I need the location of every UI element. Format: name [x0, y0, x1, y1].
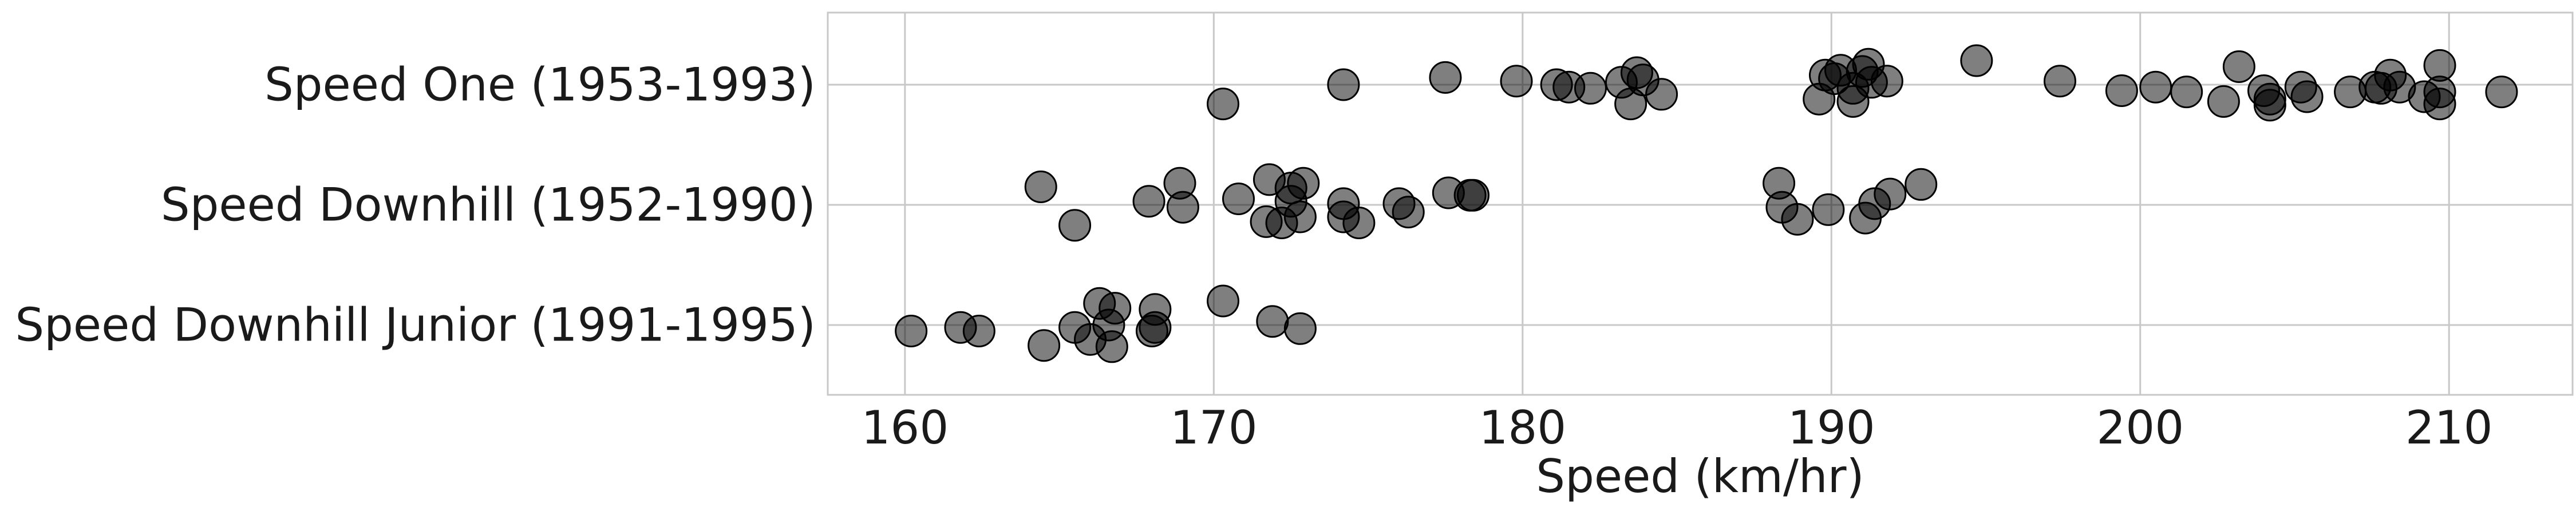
data-point [1392, 196, 1425, 229]
data-point [2043, 65, 2076, 98]
data-point [1166, 191, 1199, 224]
data-point [2290, 80, 2324, 113]
data-point [1781, 203, 1814, 236]
x-tick-label: 160 [862, 401, 949, 454]
data-point [1870, 65, 1903, 98]
data-point [1812, 193, 1845, 226]
data-point [1058, 209, 1092, 242]
data-point [1574, 72, 1607, 105]
data-point [1024, 171, 1057, 203]
data-point [1905, 168, 1938, 201]
category-label: Speed Downhill Junior (1991-1995) [15, 299, 816, 352]
data-point [2222, 50, 2255, 83]
data-point [1139, 311, 1172, 344]
data-point [1500, 65, 1533, 98]
data-point [2423, 88, 2456, 121]
data-point [1207, 284, 1240, 318]
data-point [2170, 76, 2203, 109]
x-tick-label: 190 [1788, 401, 1875, 454]
x-tick-label: 170 [1170, 401, 1258, 454]
data-point [2485, 76, 2518, 109]
data-point [1256, 305, 1289, 338]
data-point [1222, 183, 1255, 215]
x-tick-label: 210 [2405, 401, 2493, 454]
data-point [1132, 185, 1165, 218]
data-point [1960, 44, 1993, 77]
data-point [962, 315, 995, 347]
data-point [1429, 61, 1462, 94]
data-point [2139, 70, 2172, 104]
data-point [1456, 179, 1490, 212]
data-point [1207, 88, 1240, 121]
data-point [2105, 74, 2138, 107]
plot-frame [827, 11, 2574, 396]
data-points [895, 44, 2518, 363]
data-point [1327, 68, 1360, 101]
data-point [1283, 312, 1317, 345]
data-point [1028, 329, 1061, 362]
x-tick-label: 180 [1479, 401, 1566, 454]
data-point [1287, 167, 1320, 200]
category-label: Speed Downhill (1952-1990) [161, 179, 816, 232]
x-tick-label: 200 [2096, 401, 2184, 454]
data-point [895, 315, 928, 347]
data-point [1342, 207, 1376, 239]
data-point [1099, 292, 1132, 325]
data-point [2253, 82, 2286, 116]
data-point [1645, 78, 1678, 111]
data-point [1095, 330, 1128, 363]
category-label: Speed One (1953-1993) [264, 58, 816, 112]
x-tick-labels: 160 170 180 190 200 210 [862, 401, 2493, 454]
data-point [1283, 200, 1317, 233]
data-point [1874, 177, 1907, 211]
x-axis-label: Speed (km/hr) [1536, 450, 1864, 503]
category-labels: Speed One (1953-1993) Speed Downhill (195… [15, 58, 816, 352]
data-point [2207, 85, 2240, 118]
